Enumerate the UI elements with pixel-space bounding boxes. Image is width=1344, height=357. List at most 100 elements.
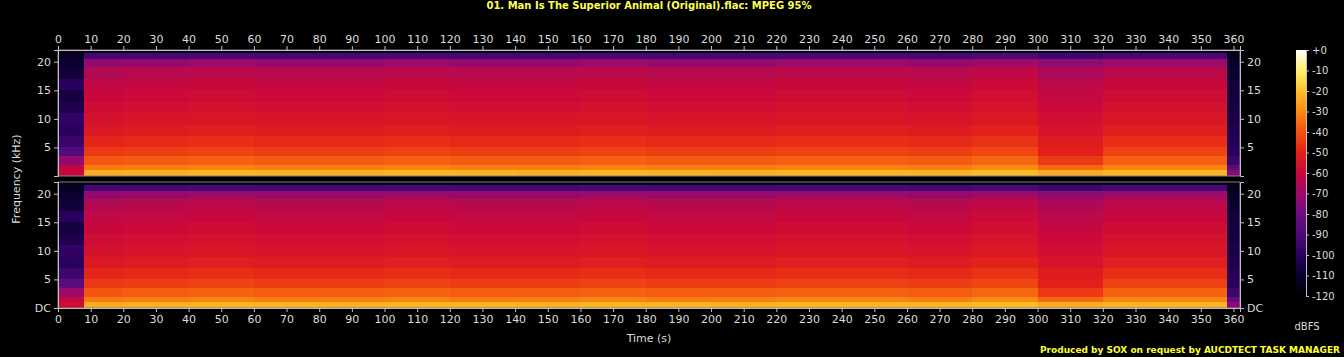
cell <box>1168 113 1227 124</box>
tick-label: 290 <box>995 33 1016 46</box>
y-axis-title: Frequency (kHz) <box>10 134 23 223</box>
cell <box>580 102 645 113</box>
tick-label: 20 <box>117 313 131 326</box>
cell <box>254 222 319 233</box>
tick-mark <box>1038 46 1039 50</box>
cell <box>776 136 841 147</box>
tick: 160 <box>570 33 591 50</box>
tick: 90 <box>345 33 359 50</box>
cell <box>1038 211 1103 222</box>
cell <box>385 102 450 113</box>
axis-line <box>54 183 59 309</box>
cell <box>254 102 319 113</box>
cell <box>776 67 841 78</box>
tick-mark <box>1201 308 1202 312</box>
cell <box>123 185 188 191</box>
tick-label: -50 <box>1312 147 1328 158</box>
tick-label: 330 <box>1126 33 1147 46</box>
tick-label: -30 <box>1312 106 1328 117</box>
cell <box>1103 211 1168 222</box>
cell <box>1103 302 1168 308</box>
cell <box>1168 257 1227 268</box>
tick: 240 <box>832 33 853 50</box>
cell <box>385 245 450 256</box>
cell <box>189 67 254 78</box>
cell <box>972 279 1037 288</box>
tick-mark <box>482 308 483 312</box>
cell <box>711 79 776 90</box>
cell <box>972 245 1037 256</box>
cell <box>1103 234 1168 245</box>
tick-mark <box>1103 46 1104 50</box>
cell <box>1227 245 1240 256</box>
tick-mark <box>1306 112 1309 113</box>
tick-mark <box>1306 235 1309 236</box>
tick: -60 <box>1306 168 1328 179</box>
cell <box>319 125 384 136</box>
tick-mark <box>842 46 843 50</box>
tick-label: 90 <box>345 33 359 46</box>
cell <box>1168 165 1227 171</box>
cell <box>776 102 841 113</box>
tick: 340 <box>1158 33 1179 50</box>
tick-mark <box>776 308 777 312</box>
cell <box>58 156 84 165</box>
tick-mark <box>1306 132 1309 133</box>
tick: 60 <box>247 33 261 50</box>
cell <box>189 211 254 222</box>
cell <box>319 199 384 210</box>
cell <box>580 245 645 256</box>
tick-mark <box>1103 308 1104 312</box>
tick: +0 <box>1306 45 1327 56</box>
cell <box>972 125 1037 136</box>
footer: Produced by SOX on request by AUCDTECT T… <box>1040 345 1340 355</box>
tick-mark <box>156 46 157 50</box>
cell <box>1103 222 1168 233</box>
cell <box>1103 90 1168 101</box>
cell <box>189 165 254 171</box>
axis-line <box>1241 183 1245 309</box>
cell <box>450 268 515 279</box>
cell <box>711 113 776 124</box>
cell <box>1103 165 1168 171</box>
cell <box>84 102 123 113</box>
cell <box>254 191 319 200</box>
tick-label: 240 <box>832 313 853 326</box>
cell <box>842 211 907 222</box>
tick-label: -110 <box>1312 270 1335 281</box>
cell <box>123 288 188 297</box>
tick: 10 <box>37 113 58 126</box>
cell <box>450 102 515 113</box>
cell <box>842 245 907 256</box>
cell <box>1168 185 1227 191</box>
cell <box>319 170 384 176</box>
cell <box>385 113 450 124</box>
tick-mark <box>613 308 614 312</box>
cell <box>254 234 319 245</box>
cell <box>711 136 776 147</box>
tick: 360 <box>1223 308 1244 326</box>
tick-mark <box>907 308 908 312</box>
cell <box>1227 59 1240 68</box>
cell <box>515 191 580 200</box>
cell <box>1168 102 1227 113</box>
cell <box>711 102 776 113</box>
cell <box>972 90 1037 101</box>
cell <box>254 245 319 256</box>
cell <box>123 170 188 176</box>
tick: 5 <box>1240 273 1254 286</box>
cell <box>58 113 84 124</box>
tick-label: 100 <box>375 33 396 46</box>
cell <box>58 67 84 78</box>
tick-label: 200 <box>701 33 722 46</box>
cell <box>58 199 84 210</box>
cell <box>450 245 515 256</box>
cell <box>515 268 580 279</box>
cell <box>123 222 188 233</box>
cell <box>450 90 515 101</box>
cell <box>58 279 84 288</box>
cell <box>580 268 645 279</box>
tick-mark <box>874 308 875 312</box>
tick: -90 <box>1306 229 1328 240</box>
cell <box>254 170 319 176</box>
